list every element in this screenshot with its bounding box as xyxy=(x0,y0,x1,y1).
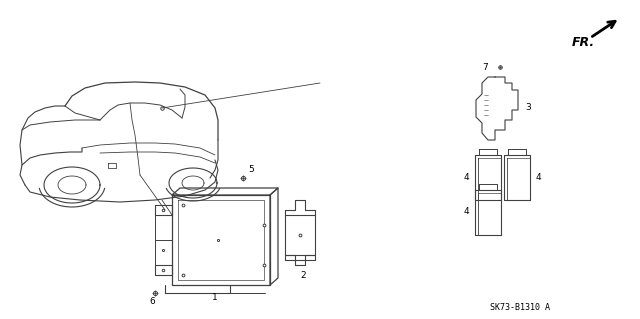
Text: 4: 4 xyxy=(463,207,469,217)
Text: FR.: FR. xyxy=(572,35,595,48)
Text: 1: 1 xyxy=(212,293,218,302)
Text: 5: 5 xyxy=(248,166,253,174)
Text: 3: 3 xyxy=(525,103,531,113)
Text: 4: 4 xyxy=(536,173,541,182)
Text: 4: 4 xyxy=(463,173,469,182)
Text: 7: 7 xyxy=(483,63,488,71)
Text: 6: 6 xyxy=(149,298,155,307)
Text: 2: 2 xyxy=(300,271,306,279)
Text: SK73-B1310 A: SK73-B1310 A xyxy=(490,303,550,313)
